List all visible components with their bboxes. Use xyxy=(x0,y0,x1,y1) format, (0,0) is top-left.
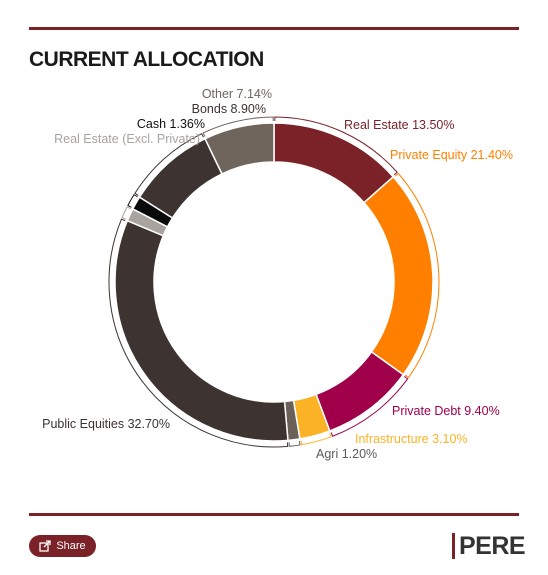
share-icon xyxy=(39,540,51,552)
label-private-debt: Private Debt 9.40% xyxy=(392,404,500,418)
logo-text: PERE xyxy=(459,532,526,560)
bracket-private-equity xyxy=(394,172,440,379)
label-bonds: Bonds 8.90% xyxy=(192,102,266,116)
label-cash: Cash 1.36% xyxy=(137,117,205,131)
label-private-equity: Private Equity 21.40% xyxy=(390,148,513,162)
bottom-rule xyxy=(29,513,519,516)
label-real-estate: Real Estate 13.50% xyxy=(344,118,455,132)
bracket-real-estate xyxy=(274,116,398,176)
label-other: Other 7.14% xyxy=(202,87,272,101)
slice-public-equities[interactable] xyxy=(114,219,289,442)
bracket-private-debt xyxy=(330,376,409,437)
bracket-other xyxy=(202,116,274,137)
bracket-real-estate-excl-private xyxy=(121,206,131,220)
bracket-agri xyxy=(288,440,301,447)
slice-other[interactable] xyxy=(204,122,275,175)
label-infrastructure: Infrastructure 3.10% xyxy=(355,432,468,446)
bracket-cash xyxy=(127,193,138,208)
top-rule xyxy=(29,27,519,30)
slice-real-estate[interactable] xyxy=(273,122,395,204)
label-real-estate-excl-private: Real Estate (Excl. Private) xyxy=(54,132,200,146)
label-public-equities: Public Equities 32.70% xyxy=(42,417,170,431)
pere-logo: PERE xyxy=(452,532,526,560)
label-agri: Agri 1.20% xyxy=(316,447,377,461)
bracket-infrastructure xyxy=(300,432,332,446)
share-label: Share xyxy=(56,540,86,552)
bracket-public-equities xyxy=(108,218,289,448)
share-button[interactable]: Share xyxy=(29,535,96,557)
bracket-bonds xyxy=(134,133,204,196)
logo-bar xyxy=(452,533,455,559)
slice-private-equity[interactable] xyxy=(362,175,434,376)
chart-title: CURRENT ALLOCATION xyxy=(29,48,264,71)
